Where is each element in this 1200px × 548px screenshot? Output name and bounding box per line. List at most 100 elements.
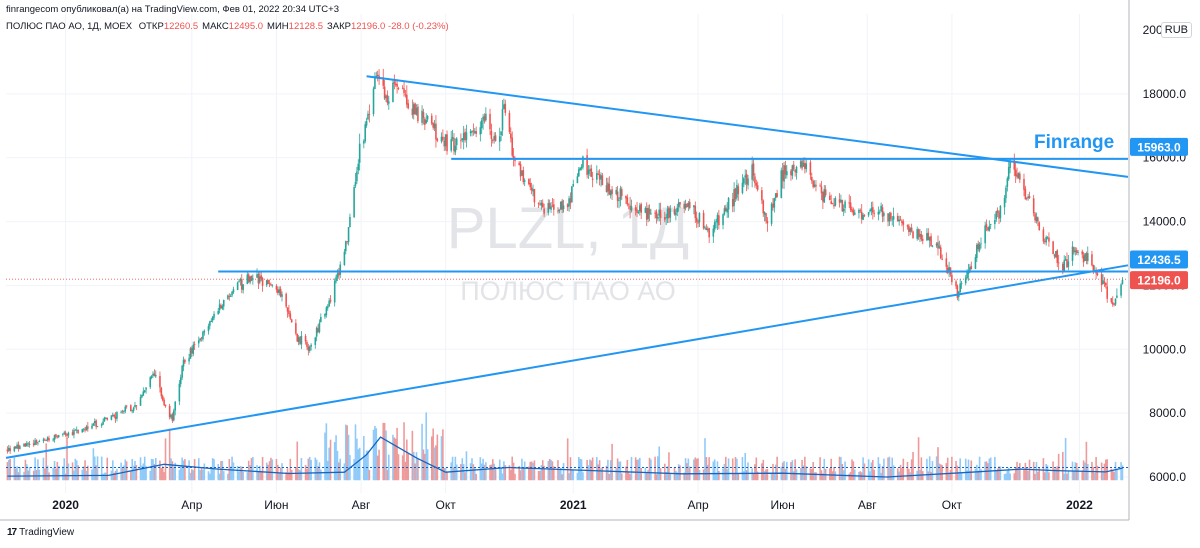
volume-bar	[443, 467, 446, 481]
candle-body	[57, 435, 60, 438]
candle-body	[425, 120, 428, 124]
candle-body	[528, 178, 530, 185]
candle-body	[813, 184, 816, 187]
candle-body	[783, 165, 785, 182]
volume-bar	[762, 459, 765, 481]
volume-bar	[483, 464, 486, 481]
candle-body	[66, 434, 68, 437]
candle-body	[548, 203, 551, 209]
candle-body	[480, 120, 483, 128]
volume-bar	[988, 458, 991, 481]
volume-bar	[385, 430, 387, 481]
volume-bar	[834, 471, 837, 481]
candle-body	[349, 216, 351, 228]
candle-body	[1091, 254, 1093, 266]
candle-body	[414, 103, 416, 115]
candle-body	[761, 190, 763, 201]
volume-bar	[931, 461, 934, 481]
candle-body	[393, 81, 396, 84]
price-label-text: 15963.0	[1137, 140, 1181, 154]
volume-bar	[286, 468, 289, 481]
candle-body	[397, 88, 400, 89]
volume-bar	[425, 412, 428, 481]
candle-body	[587, 169, 590, 175]
volume-bar	[743, 471, 745, 481]
volume-bar	[314, 457, 317, 481]
volume-bar	[290, 469, 293, 481]
candle-body	[736, 185, 738, 198]
volume-bar	[168, 428, 171, 481]
candles	[6, 68, 1124, 454]
volume-bar	[645, 472, 648, 481]
candle-body	[363, 140, 365, 144]
candle-body	[930, 236, 932, 247]
volume-bar	[446, 471, 448, 481]
volume-bar	[873, 469, 875, 481]
volume-bar	[727, 458, 730, 481]
candle-body	[124, 406, 127, 412]
candle-body	[367, 113, 369, 120]
candle-body	[193, 343, 196, 345]
candle-body	[931, 245, 934, 247]
candle-body	[977, 243, 980, 250]
candle-body	[344, 241, 347, 252]
volume-bar	[765, 469, 767, 481]
candle-body	[171, 414, 174, 421]
volume-bar	[436, 434, 439, 481]
candle-body	[858, 209, 860, 214]
volume-bar	[644, 467, 647, 481]
candle-body	[620, 189, 623, 197]
candle-body	[805, 163, 808, 170]
volume-bar	[432, 428, 434, 481]
candle-body	[969, 267, 971, 271]
volume-bar	[776, 456, 778, 481]
candle-body	[627, 203, 630, 205]
candle-body	[295, 323, 297, 334]
volume-bar	[994, 456, 996, 481]
volume-bar	[329, 439, 332, 481]
time-tick-label: Апр	[181, 498, 203, 512]
candle-body	[462, 133, 465, 141]
volume-bar	[424, 453, 426, 481]
volume-bar	[422, 449, 425, 481]
candle-body	[479, 127, 482, 135]
candle-body	[403, 88, 405, 94]
candle-body	[307, 346, 310, 351]
candle-body	[53, 434, 56, 440]
volume-bar	[181, 457, 183, 481]
candle-body	[95, 420, 97, 427]
volume-bar	[566, 438, 569, 481]
volume-bar	[19, 467, 21, 481]
candle-body	[347, 227, 350, 243]
volume-bar	[637, 459, 640, 481]
candle-body	[1006, 178, 1009, 187]
candle-body	[916, 229, 918, 239]
candle-body	[532, 189, 534, 192]
trendlines	[5, 75, 1129, 459]
candle-body	[956, 285, 959, 298]
candle-body	[626, 197, 629, 205]
volume-bar	[867, 459, 870, 481]
candle-body	[928, 236, 931, 241]
candle-body	[908, 225, 910, 233]
volume-bar	[977, 470, 980, 481]
currency-button[interactable]: RUB	[1160, 22, 1192, 38]
candle-body	[154, 374, 157, 377]
volume-bar	[113, 472, 115, 481]
volume-bar	[372, 429, 375, 481]
volume-bar	[197, 458, 200, 481]
candle-body	[1105, 282, 1107, 286]
candle-body	[1064, 259, 1067, 261]
tradingview-logo[interactable]: 17 TradingView	[7, 527, 74, 538]
candle-body	[561, 200, 563, 210]
volume-bar	[970, 460, 973, 481]
ohlc-label: ЗАКР	[327, 21, 351, 32]
candle-body	[261, 278, 264, 286]
volume-bar	[306, 468, 308, 481]
volume-bar	[804, 456, 806, 481]
candle-body	[27, 443, 29, 445]
candle-body	[899, 219, 902, 221]
volume-bar	[888, 456, 891, 481]
